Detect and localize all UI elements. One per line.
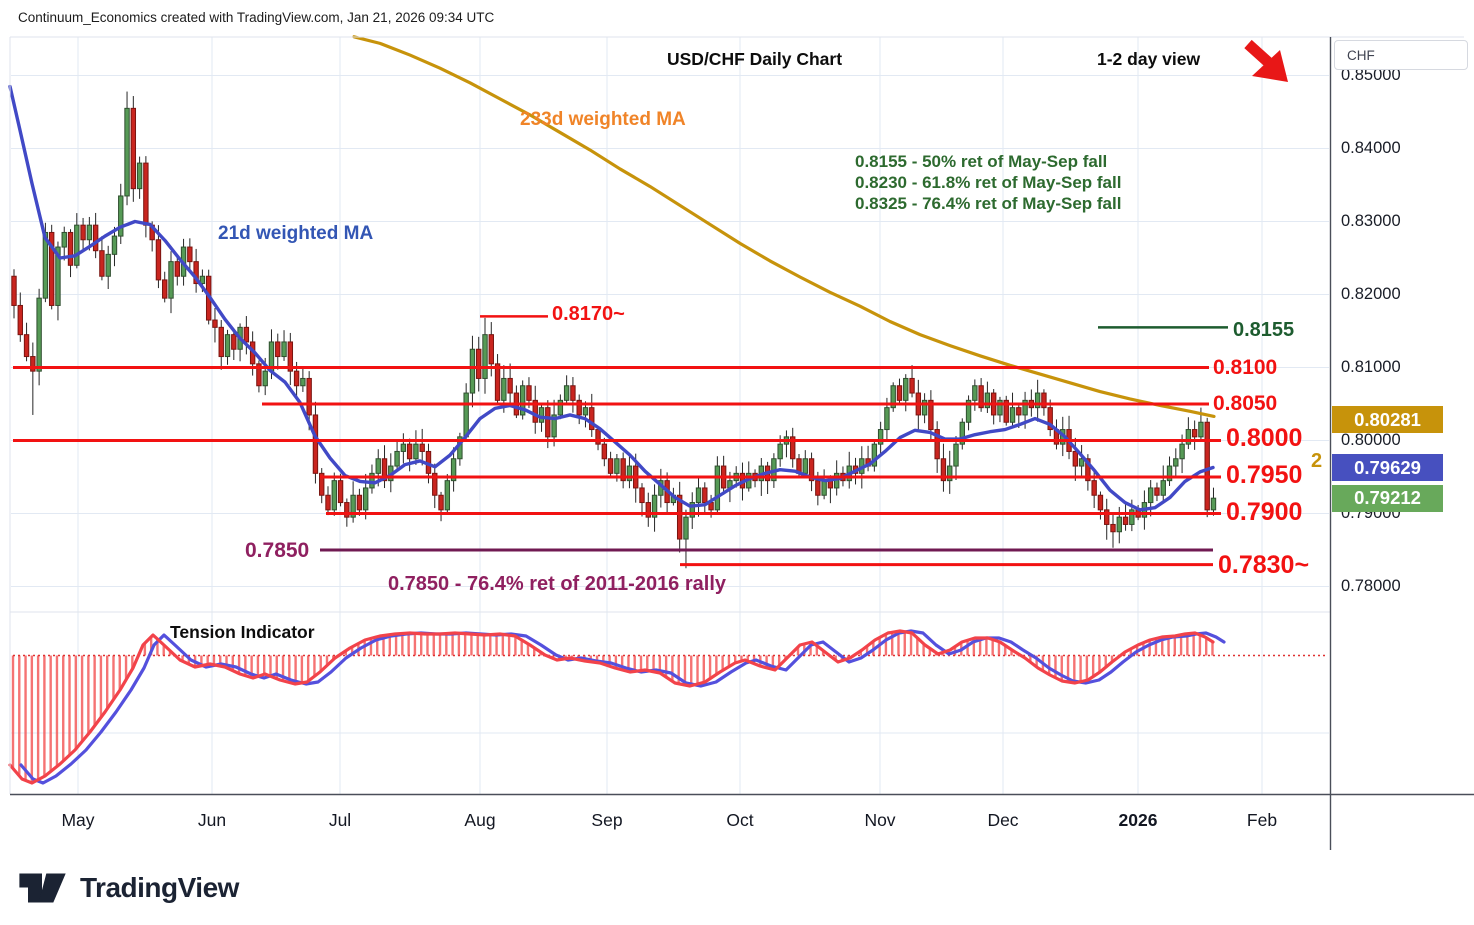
price-axis-tick-0.83000: 0.83000 <box>1341 211 1401 230</box>
chf-currency-label: CHF <box>1347 47 1375 63</box>
tag-ma21-price: 0.79629 <box>1332 454 1443 482</box>
ma21-label: 21d weighted MA <box>218 223 374 244</box>
tag-ma233-price: 0.80281 <box>1332 406 1443 434</box>
month-label-nov: Nov <box>864 810 896 830</box>
tradingview-logo-icon <box>19 873 66 903</box>
tradingview-wordmark: TradingView <box>80 872 239 903</box>
ret-note-618: 0.8230 - 61.8% ret of May-Sep fall <box>855 173 1122 192</box>
month-label-dec: Dec <box>987 810 1019 830</box>
ret-note-764: 0.8325 - 76.4% ret of May-Sep fall <box>855 194 1122 213</box>
price-axis-tick-0.82000: 0.82000 <box>1341 284 1401 303</box>
month-label-sep: Sep <box>591 810 623 830</box>
level-label-7900: 0.7900 <box>1226 498 1303 526</box>
level-label-8155: 0.8155 <box>1233 319 1295 341</box>
level-label-8100: 0.8100 <box>1213 356 1278 379</box>
price-axis-tick-0.78000: 0.78000 <box>1341 576 1401 595</box>
chart-title: USD/CHF Daily Chart <box>667 49 843 69</box>
price-axis-tick-0.81000: 0.81000 <box>1341 357 1401 376</box>
price-axis-tick-0.84000: 0.84000 <box>1341 138 1401 157</box>
chf-currency-box[interactable]: CHF <box>1334 40 1468 70</box>
month-label-jun: Jun <box>197 810 227 830</box>
stray-digit: 2 <box>1311 450 1323 472</box>
month-label-oct: Oct <box>726 810 754 830</box>
credit-text: Continuum_Economics created with Trading… <box>18 10 495 25</box>
level-label-7830: 0.7830~ <box>1218 551 1310 579</box>
level-label-7950: 0.7950 <box>1226 461 1303 489</box>
level-label-8000: 0.8000 <box>1226 424 1303 452</box>
ret-note-50: 0.8155 - 50% ret of May-Sep fall <box>855 152 1108 171</box>
level-label-7850: 0.7850 <box>245 539 310 562</box>
month-label-aug: Aug <box>464 810 496 830</box>
price-axis-tick-0.80000: 0.80000 <box>1341 430 1401 449</box>
month-label-jul: Jul <box>328 810 352 830</box>
level-label-8170: 0.8170~ <box>552 303 625 325</box>
month-label-may: May <box>61 810 95 830</box>
ma233-label: 233d weighted MA <box>520 109 686 130</box>
month-label-feb: Feb <box>1246 810 1278 830</box>
down-right-arrow-icon <box>1244 39 1288 82</box>
month-label-2026: 2026 <box>1118 810 1158 830</box>
tension-indicator-title: Tension Indicator <box>170 622 315 642</box>
tradingview-logo[interactable]: TradingView <box>16 867 239 909</box>
tag-last-price: 0.79212 <box>1332 484 1443 512</box>
level-label-8050: 0.8050 <box>1213 392 1278 415</box>
rally-ret-note: 0.7850 - 76.4% ret of 2011-2016 rally <box>388 573 727 595</box>
price-axis-tick-0.85000: 0.85000 <box>1341 65 1401 84</box>
view-label: 1-2 day view <box>1097 49 1201 69</box>
